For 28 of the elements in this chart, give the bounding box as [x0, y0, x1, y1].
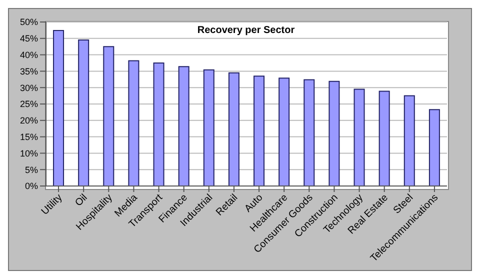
- bar: [228, 72, 240, 186]
- bar: [428, 109, 440, 186]
- bar: [53, 30, 64, 186]
- y-tick-label: 50%: [20, 17, 38, 28]
- y-tick-label: 45%: [20, 34, 38, 44]
- bar: [78, 40, 90, 186]
- bar: [304, 79, 315, 186]
- chart-title: Recovery per Sector: [196, 25, 296, 36]
- y-tick-label: 10%: [20, 148, 38, 158]
- bar: [354, 88, 365, 186]
- y-tick-label: 25%: [20, 99, 38, 110]
- y-tick-label: 35%: [20, 66, 38, 76]
- bar: [103, 46, 114, 186]
- bar: [254, 76, 265, 186]
- bar: [378, 90, 390, 186]
- y-tick-label: 15%: [20, 132, 38, 142]
- bar: [128, 60, 140, 186]
- bar: [153, 62, 164, 186]
- bar: [278, 78, 290, 186]
- bar: [328, 80, 340, 186]
- y-tick-label: 40%: [20, 50, 38, 60]
- y-tick-label: 30%: [20, 82, 38, 93]
- bar: [404, 95, 415, 186]
- y-tick-label: 0%: [24, 181, 38, 192]
- y-tick-label: 5%: [24, 164, 38, 175]
- bar: [178, 66, 190, 186]
- y-tick-label: 20%: [20, 116, 38, 126]
- bar: [203, 69, 214, 186]
